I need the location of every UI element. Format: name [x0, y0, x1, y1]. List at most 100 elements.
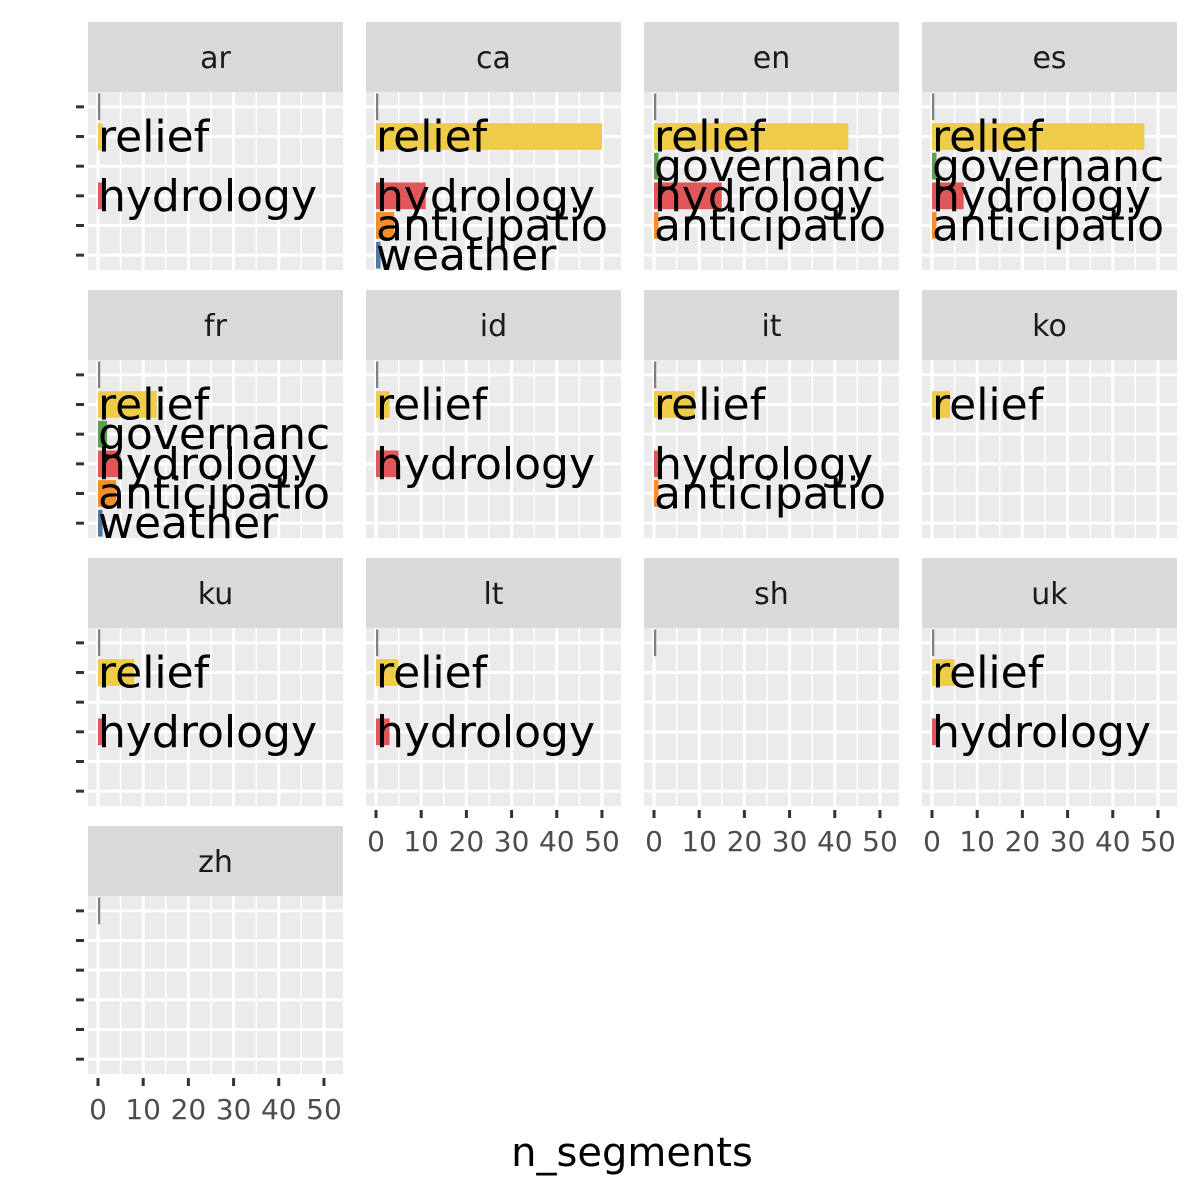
x-tick-label: 10 — [125, 1093, 161, 1126]
panel-background — [922, 92, 1177, 270]
x-tick-label: 30 — [494, 825, 530, 858]
panel-background — [922, 360, 1177, 538]
bar-hydrology — [376, 182, 426, 210]
bar-other — [98, 93, 101, 121]
facet-panel-sh: sh 0 10 20 30 40 50 — [644, 558, 899, 858]
bar-relief — [654, 123, 849, 150]
bar-label-anticipation: anticipatio — [932, 201, 1164, 252]
x-tick-label: 20 — [171, 1093, 207, 1126]
facet-panel-ku: ku relief hydrology — [76, 558, 343, 806]
facet-panel-uk: uk relief hydrology 0 10 20 30 40 50 — [922, 558, 1177, 858]
bar-hydrology — [376, 450, 399, 478]
facet-strip — [366, 558, 621, 628]
bar-label-hydrology: hydrology — [98, 439, 317, 490]
bar-label-anticipation: anticipatio — [376, 201, 608, 252]
x-tick-label: 20 — [727, 825, 763, 858]
facet-strip-label: en — [753, 41, 790, 76]
bar-label-hydrology: hydrology — [654, 171, 873, 222]
x-tick-label: 0 — [367, 825, 385, 858]
bar-hydrology — [654, 182, 722, 210]
bar-relief — [932, 391, 951, 418]
bar-label-relief: relief — [376, 380, 489, 431]
bar-label-relief: relief — [654, 380, 767, 431]
facet-strip — [88, 22, 343, 92]
bar-hydrology — [98, 182, 103, 210]
facet-strip — [922, 558, 1177, 628]
facet-strip — [644, 290, 899, 360]
facet-panel-ar: ar relief hydrology — [76, 22, 343, 270]
bar-other — [98, 897, 101, 925]
bar-label-hydrology: hydrology — [376, 439, 595, 490]
bar-label-relief: relief — [98, 112, 211, 163]
facet-strip-label: ca — [476, 41, 511, 76]
bar-other — [376, 629, 379, 657]
panel-background — [88, 628, 343, 806]
facet-panels: arreliefhydrologycareliefhydrologyantici… — [76, 22, 1177, 1126]
x-tick-label: 30 — [216, 1093, 252, 1126]
bar-relief — [654, 391, 695, 418]
bar-governance — [654, 152, 659, 180]
facet-strip-label: zh — [198, 845, 233, 880]
facet-strip — [644, 22, 899, 92]
x-tick-label: 50 — [1140, 825, 1176, 858]
bar-label-governance: governanc — [654, 141, 886, 192]
bar-labels: relief hydrology — [98, 648, 317, 758]
bar-label-relief: relief — [98, 648, 211, 699]
x-tick-label: 10 — [681, 825, 717, 858]
panel-background — [88, 360, 343, 538]
bar-label-relief: relief — [98, 380, 211, 431]
facet-panel-ko: ko relief — [922, 290, 1177, 538]
bar-labels: reliefgovernanchydrologyanticipatioweath… — [98, 380, 330, 549]
bar-labels: relief hydrology — [932, 648, 1151, 758]
bar-label-anticipation: anticipatio — [98, 469, 330, 520]
bar-other — [654, 93, 657, 121]
panel-background — [366, 628, 621, 806]
x-tick-label: 20 — [449, 825, 485, 858]
facet-panel-lt: lt relief hydrology 0 10 20 30 40 50 — [366, 558, 621, 858]
bar-other — [376, 361, 379, 389]
bar-anticipation — [98, 480, 117, 507]
bar-label-anticipation: anticipatio — [654, 469, 886, 520]
bar-weather — [376, 241, 381, 269]
x-tick-label: 30 — [1050, 825, 1086, 858]
bar-label-relief: relief — [376, 648, 489, 699]
bar-relief — [376, 659, 399, 686]
panel-background — [644, 360, 899, 538]
bar-anticipation — [376, 212, 395, 239]
x-tick-label: 30 — [772, 825, 808, 858]
facet-strip-label: ar — [200, 41, 231, 76]
bar-relief — [98, 659, 135, 686]
bar-labels: relief hydrology — [98, 112, 317, 222]
bar-other — [654, 629, 657, 657]
panel-background — [366, 92, 621, 270]
bar-label-weather: weather — [98, 498, 279, 549]
bar-label-relief: relief — [932, 380, 1045, 431]
bar-label-hydrology: hydrology — [98, 707, 317, 758]
panel-background — [88, 896, 343, 1074]
x-tick-label: 50 — [306, 1093, 342, 1126]
bar-label-weather: weather — [376, 230, 557, 281]
bar-other — [376, 93, 379, 121]
facet-strip — [366, 22, 621, 92]
bar-label-hydrology: hydrology — [654, 439, 873, 490]
facet-strip — [88, 826, 343, 896]
bar-anticipation — [654, 480, 659, 507]
x-tick-label: 50 — [584, 825, 620, 858]
bar-hydrology — [932, 182, 964, 210]
bar-label-relief: relief — [654, 112, 767, 163]
facet-strip-label: es — [1032, 41, 1066, 76]
facet-strip — [88, 558, 343, 628]
panel-background — [922, 628, 1177, 806]
facet-strip — [366, 290, 621, 360]
bar-label-hydrology: hydrology — [376, 707, 595, 758]
facet-panel-zh: zh 0 10 20 30 40 50 — [76, 826, 343, 1126]
bar-relief — [98, 391, 157, 418]
